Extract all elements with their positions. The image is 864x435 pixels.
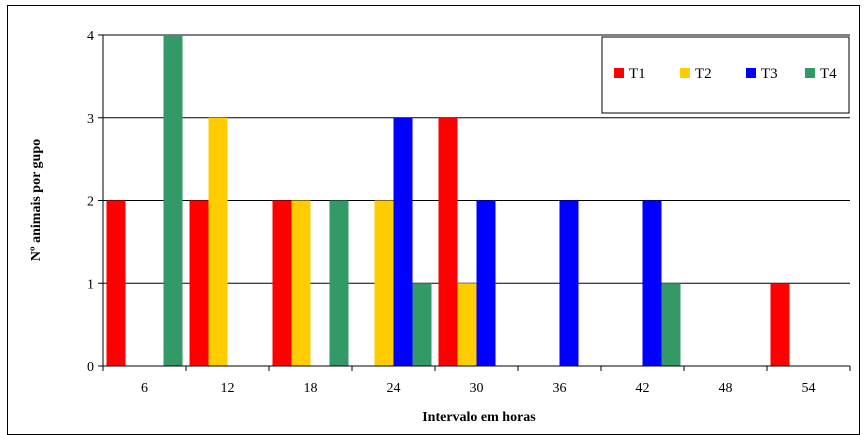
legend-label-t4: T4 [820,66,837,82]
y-tick-label: 1 [87,277,94,292]
y-tick-label: 3 [87,112,94,127]
bar-t2-30 [457,283,477,366]
bar-t4-18 [329,200,349,366]
x-tick-label: 48 [719,381,733,396]
bar-t2-12 [208,117,228,366]
bar-t1-30 [438,117,458,366]
bar-t4-42 [661,283,681,366]
x-tick-label: 30 [470,381,484,396]
legend-swatch-t2 [680,68,690,78]
x-tick-label: 24 [387,381,401,396]
x-axis-title: Intervalo em horas [422,410,536,425]
legend-label-t2: T2 [695,66,712,82]
bar-t3-36 [559,200,579,366]
bar-t3-42 [642,200,662,366]
y-tick-labels: 0 1 2 3 4 [87,29,103,375]
bar-t1-6 [106,200,126,366]
x-tick-label: 18 [304,381,318,396]
legend-swatch-t3 [746,68,756,78]
y-axis-title: Nº animais por gupo [29,139,44,261]
x-tick-labels: 6 12 18 24 30 36 42 48 54 [102,366,851,396]
bar-t3-24 [393,117,413,366]
bar-t4-24 [412,283,432,366]
y-tick-label: 2 [87,195,94,210]
legend-swatch-t1 [614,68,624,78]
y-tick-label: 4 [87,29,94,44]
x-tick-label: 54 [802,381,816,396]
legend-label-t1: T1 [629,66,646,82]
bar-t1-12 [189,200,209,366]
bar-t3-30 [476,200,496,366]
x-tick-label: 6 [141,381,148,396]
legend-swatch-t4 [805,68,815,78]
bar-t1-54 [770,283,790,366]
bars [106,35,790,366]
y-tick-label: 0 [87,360,94,375]
bar-t2-18 [291,200,311,366]
x-tick-label: 42 [636,381,650,396]
bar-t2-24 [374,200,394,366]
legend-label-t3: T3 [761,66,778,82]
bar-t1-18 [272,200,292,366]
bar-t4-6 [163,35,183,366]
legend: T1 T2 T3 T4 [601,36,850,114]
x-tick-label: 36 [553,381,567,396]
x-tick-label: 12 [221,381,235,396]
